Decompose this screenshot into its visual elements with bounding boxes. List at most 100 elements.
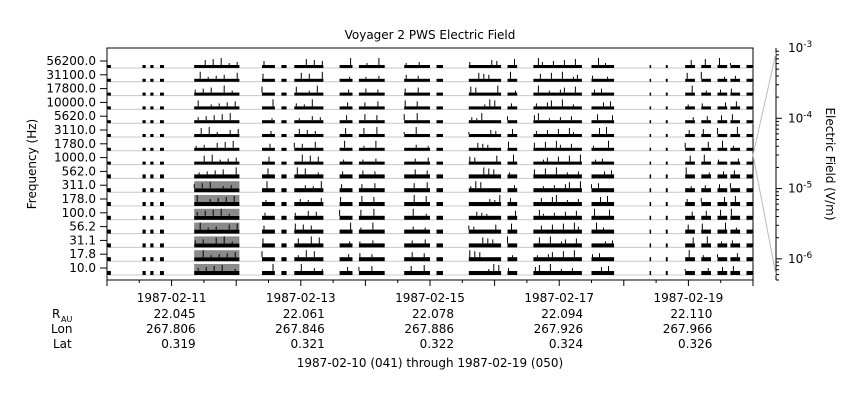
spectral-strip — [436, 65, 443, 68]
spectral-strip — [701, 134, 711, 137]
spectral-strip — [507, 120, 518, 124]
spectral-strip — [339, 161, 353, 165]
spectral-strip — [339, 215, 353, 220]
spectral-strip — [436, 120, 443, 124]
spectral-strip — [358, 174, 385, 179]
spectral-fill — [194, 195, 240, 202]
spectral-strip — [281, 106, 287, 110]
spectral-strip — [281, 174, 287, 179]
spectral-strip — [468, 78, 502, 82]
spectral-strip — [436, 271, 443, 275]
spectral-strip — [507, 215, 518, 220]
spectral-strip — [746, 243, 753, 248]
spectral-strip — [107, 65, 111, 68]
frequency-tick-label: 17800.0 — [46, 82, 96, 96]
colorbar: 10-3 10-4 10-5 10-6 — [752, 40, 813, 281]
spectral-strip — [262, 147, 275, 151]
spectral-strip — [358, 147, 385, 151]
x-date-label: 1987-02-13 — [266, 291, 336, 305]
spectral-strip — [150, 229, 154, 234]
frequency-tick-label: 10000.0 — [46, 95, 96, 109]
spectral-strip — [730, 106, 741, 110]
spectral-strip — [717, 202, 728, 206]
spectral-strip — [591, 202, 615, 206]
spectral-fill — [194, 236, 240, 244]
spectral-strip — [701, 65, 711, 68]
spectral-strip — [591, 229, 615, 234]
spectral-strip — [358, 78, 385, 82]
spectral-strip — [107, 243, 111, 248]
spectral-strip — [339, 78, 353, 82]
frequency-tick-label: 5620.0 — [54, 109, 96, 123]
spectral-strip — [665, 106, 668, 110]
spectral-strip — [533, 174, 582, 179]
spectral-strip — [404, 78, 430, 82]
spectral-strip — [150, 147, 154, 151]
spectral-strip — [665, 257, 668, 262]
spectral-strip — [262, 65, 275, 68]
spectral-strip — [507, 257, 518, 262]
spectral-strip — [294, 78, 324, 82]
spectral-strip — [468, 120, 502, 124]
spectral-strip — [358, 215, 385, 220]
spectral-strip — [468, 202, 502, 206]
ephemeris-value: 0.324 — [549, 337, 583, 351]
spectral-strip — [717, 257, 728, 262]
spectral-strip — [649, 147, 652, 151]
frequency-tick-label: 56.2 — [69, 220, 96, 234]
spectral-strip — [160, 257, 164, 262]
spectral-strip — [746, 92, 753, 96]
spectral-strip — [701, 243, 711, 248]
spectral-strip — [685, 188, 695, 193]
x-date-label: 1987-02-15 — [395, 291, 465, 305]
spectral-strip — [665, 229, 668, 234]
spectral-strip — [468, 257, 502, 262]
spectral-strip — [649, 78, 652, 82]
spectral-strip — [468, 92, 502, 96]
spectral-strip — [262, 202, 275, 206]
spectral-strip — [730, 202, 741, 206]
spectral-strip — [730, 78, 741, 82]
spectral-strip — [649, 174, 652, 179]
spectral-strip — [294, 92, 324, 96]
spectral-strip — [436, 161, 443, 165]
spectral-strip — [160, 202, 164, 206]
spectral-strip — [746, 215, 753, 220]
spectral-strip — [339, 229, 353, 234]
spectral-strip — [294, 161, 324, 165]
spectral-strip — [701, 147, 711, 151]
spectral-strip — [665, 188, 668, 193]
spectral-strip — [436, 106, 443, 110]
spectral-strip — [649, 188, 652, 193]
spectral-strip — [339, 120, 353, 124]
spectral-strip — [194, 120, 240, 124]
spectral-strip — [701, 106, 711, 110]
spectral-strip — [194, 229, 240, 234]
colorbar-connector — [752, 154, 777, 276]
ephemeris-value: 22.061 — [283, 307, 325, 321]
spectral-strip — [339, 257, 353, 262]
spectral-strip — [358, 120, 385, 124]
spectral-strip — [358, 188, 385, 193]
spectral-strip — [730, 271, 741, 275]
ephemeris-value: 267.806 — [146, 322, 196, 336]
ephemeris-value: 22.110 — [670, 307, 712, 321]
spectral-strip — [730, 229, 741, 234]
spectral-strip — [507, 106, 518, 110]
spectral-strip — [533, 271, 582, 275]
spectral-strip — [262, 78, 275, 82]
spectral-strip — [730, 215, 741, 220]
spectral-strip — [436, 174, 443, 179]
spectral-strip — [150, 271, 154, 275]
spectral-strip — [358, 92, 385, 96]
spectral-strip — [685, 271, 695, 275]
spectral-strip — [591, 92, 615, 96]
spectral-strip — [468, 106, 502, 110]
spectral-strip — [507, 271, 518, 275]
colorbar-label: Electric Field (V/m) — [823, 107, 837, 220]
spectral-strip — [701, 215, 711, 220]
spectral-strip — [701, 174, 711, 179]
spectral-strip — [404, 134, 430, 137]
spectral-strip — [436, 147, 443, 151]
spectral-strip — [194, 106, 240, 110]
